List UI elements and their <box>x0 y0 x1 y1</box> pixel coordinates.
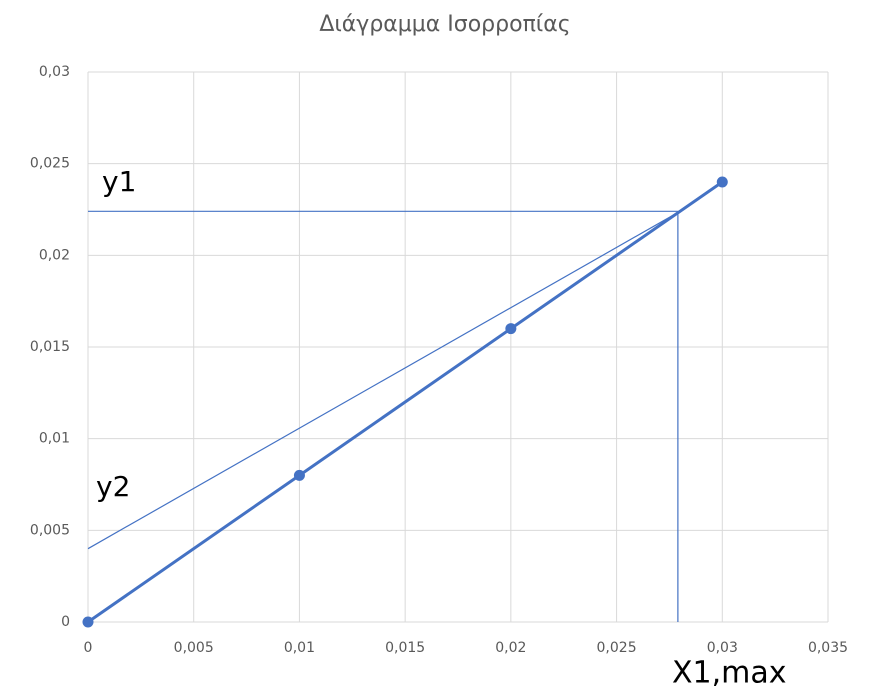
annotation: X1,max <box>672 656 787 691</box>
series-line <box>87 207 687 550</box>
chart-title: Διάγραμμα Ισορροπίας <box>319 12 570 37</box>
x-tick-label: 0,005 <box>174 640 214 656</box>
y-tick-label: 0,02 <box>39 247 70 263</box>
x-tick-label: 0,035 <box>808 640 848 656</box>
annotation: y1 <box>102 165 136 198</box>
y-tick-label: 0,01 <box>39 431 70 447</box>
y-tick-label: 0,015 <box>30 339 70 355</box>
data-point <box>293 469 305 481</box>
x-tick-label: 0,03 <box>707 640 738 656</box>
y-tick-label: 0 <box>61 614 70 630</box>
data-point <box>505 323 517 335</box>
x-tick-label: 0,01 <box>284 640 315 656</box>
data-point <box>716 176 728 188</box>
y-tick-label: 0,005 <box>30 522 70 538</box>
x-tick-label: 0,02 <box>495 640 526 656</box>
y-tick-label: 0,025 <box>30 156 70 172</box>
annotation: y2 <box>96 470 130 503</box>
y-tick-label: 0,03 <box>39 64 70 80</box>
x-tick-label: 0,025 <box>597 640 637 656</box>
data-point <box>82 616 94 628</box>
series-line <box>87 180 724 624</box>
x-tick-label: 0,015 <box>385 640 425 656</box>
x-tick-label: 0 <box>84 640 93 656</box>
